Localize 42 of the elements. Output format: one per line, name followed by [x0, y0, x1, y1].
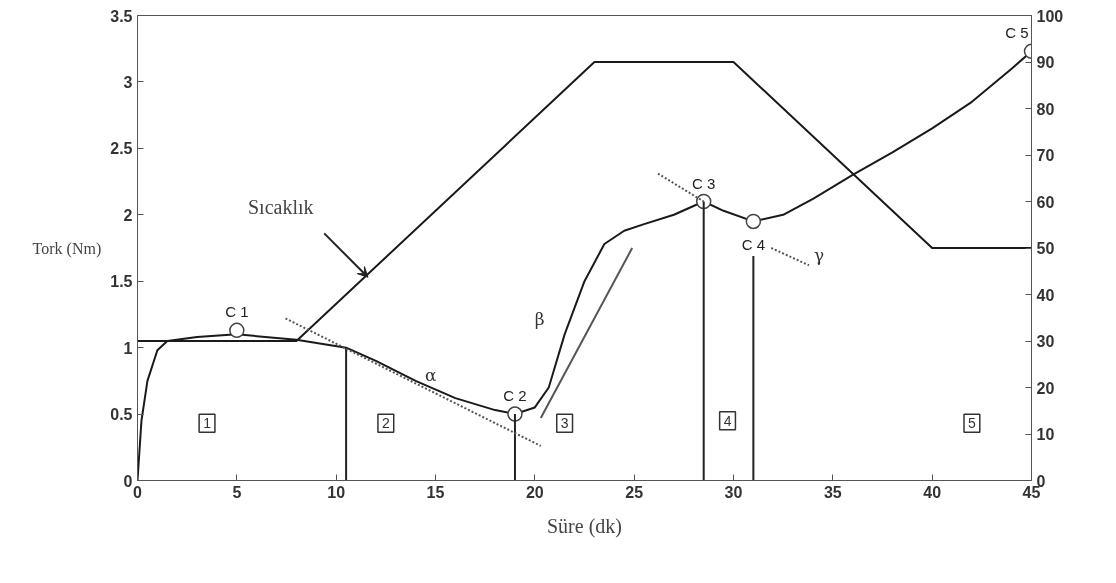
y-tick-label: 1: [123, 339, 133, 357]
x-tick-label: 10: [327, 483, 346, 501]
x-tick-label: 30: [724, 483, 743, 501]
annotation: C 5: [1005, 24, 1029, 42]
annotation: α: [424, 364, 437, 385]
y2-tick-label: 20: [1036, 379, 1055, 397]
y-tick-label: 0.5: [110, 406, 133, 424]
x-tick-label: 20: [525, 483, 544, 501]
y-tick-label: 2.5: [110, 140, 133, 158]
x-tick-label: 40: [923, 483, 942, 501]
y2-tick-label: 50: [1036, 240, 1055, 257]
annotation: Sıcaklık: [247, 196, 314, 219]
x-tick-label: 35: [823, 483, 842, 501]
y2-tick-label: 90: [1036, 54, 1055, 71]
y-tick-label: 1.5: [110, 273, 133, 291]
y-tick-label: 2: [123, 206, 133, 224]
annotation: 3: [560, 415, 569, 432]
annotation: 2: [381, 415, 390, 432]
annotation: C 1: [225, 303, 249, 321]
y2-tick-label: 40: [1036, 286, 1055, 304]
y-axis-title: Tork (Nm): [32, 239, 102, 258]
x-tick-label: 15: [426, 483, 445, 501]
x-axis-title: Süre (dk): [547, 514, 622, 538]
y-tick-label: 3.5: [110, 7, 133, 25]
x-tick-label: 5: [232, 483, 242, 501]
annotation: 5: [968, 415, 977, 432]
y2-tick-label: 100: [1036, 7, 1064, 25]
y2-tick-label: 10: [1036, 426, 1055, 443]
y2-tick-label: 30: [1036, 333, 1055, 350]
y2-tick-label: 80: [1036, 100, 1055, 118]
y-tick-label: 0: [123, 472, 133, 490]
annotation: β: [534, 309, 545, 330]
y2-tick-label: 60: [1036, 193, 1055, 211]
annotation: γ: [813, 245, 825, 266]
annotation: C 3: [692, 174, 716, 192]
y2-tick-label: 70: [1036, 147, 1055, 164]
x-tick-label: 25: [625, 483, 644, 501]
annotation: 4: [723, 412, 732, 429]
annotation: C 2: [503, 387, 527, 405]
annotation: 1: [203, 415, 212, 432]
y-tick-label: 3: [123, 73, 133, 91]
annotation: C 4: [741, 236, 766, 254]
